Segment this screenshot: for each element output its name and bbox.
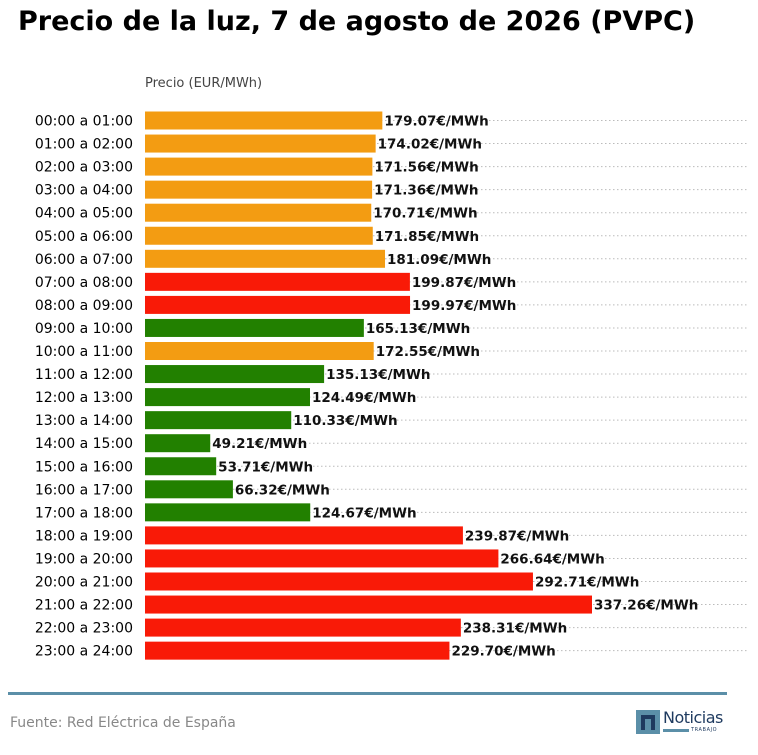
category-tick-label: 16:00 a 17:00 (35, 482, 133, 498)
footer-divider (8, 692, 727, 695)
category-tick-label: 15:00 a 16:00 (35, 459, 133, 475)
bar-value-label: 171.85€/MWh (375, 229, 479, 245)
price-bar (145, 549, 499, 568)
price-bar (145, 272, 410, 291)
bar-value-label: 174.02€/MWh (378, 137, 482, 153)
category-tick-label: 20:00 a 21:00 (35, 575, 133, 591)
category-tick-label: 17:00 a 18:00 (35, 505, 133, 521)
price-bar (145, 618, 461, 637)
category-tick-label: 02:00 a 03:00 (35, 160, 133, 176)
bar-value-label: 110.33€/MWh (293, 413, 397, 429)
price-bar (145, 572, 533, 591)
price-bar (145, 480, 233, 499)
source-note: Fuente: Red Eléctrica de España (10, 715, 236, 731)
logo-underline (663, 729, 689, 732)
bar-value-label: 229.70€/MWh (451, 644, 555, 660)
price-bar (145, 365, 325, 384)
bar-value-label: 199.87€/MWh (412, 275, 516, 291)
price-bar (145, 180, 373, 199)
bar-value-label: 172.55€/MWh (376, 344, 480, 360)
bar-value-label: 49.21€/MWh (212, 436, 307, 452)
category-tick-label: 21:00 a 22:00 (35, 598, 133, 614)
logo-mark-icon (636, 710, 660, 734)
category-tick-label: 01:00 a 02:00 (35, 137, 133, 153)
price-bar-chart: Precio (EUR/MWh) 00:00 a 01:00 179.07€/MWh… (35, 76, 748, 660)
price-bar (145, 595, 592, 614)
logo-wordmark: Noticias (663, 708, 723, 727)
category-tick-label: 18:00 a 19:00 (35, 528, 133, 544)
price-bar (145, 388, 310, 407)
bar-value-label: 124.67€/MWh (312, 505, 416, 521)
category-tick-label: 04:00 a 05:00 (35, 206, 133, 222)
price-bar (145, 342, 374, 360)
bar-value-label: 66.32€/MWh (235, 482, 330, 498)
price-bar (145, 203, 372, 222)
price-bar (145, 318, 364, 337)
price-bar (145, 526, 463, 545)
price-bar (145, 295, 411, 314)
bar-value-label: 266.64€/MWh (500, 551, 604, 567)
bar-value-label: 124.49€/MWh (312, 390, 416, 406)
bar-value-label: 179.07€/MWh (384, 114, 488, 130)
price-bar (145, 111, 383, 130)
publisher-logo: Noticias TRABAJO (636, 708, 732, 735)
category-tick-label: 11:00 a 12:00 (35, 367, 133, 383)
category-tick-label: 10:00 a 11:00 (35, 344, 133, 360)
category-tick-label: 22:00 a 23:00 (35, 621, 133, 637)
bar-value-label: 171.56€/MWh (374, 160, 478, 176)
category-tick-label: 14:00 a 15:00 (35, 436, 133, 452)
price-bar (145, 503, 311, 522)
category-tick-label: 23:00 a 24:00 (35, 644, 133, 660)
price-bar (145, 457, 217, 476)
price-bar (145, 226, 373, 245)
bar-value-label: 181.09€/MWh (387, 252, 491, 268)
logo-subword: TRABAJO (691, 727, 718, 733)
chart-title: Precio de la luz, 7 de agosto de 2026 (P… (18, 6, 696, 37)
price-bar (145, 411, 292, 430)
x-axis-label: Precio (EUR/MWh) (145, 76, 262, 91)
bar-value-label: 238.31€/MWh (463, 621, 567, 637)
price-bar (145, 249, 386, 268)
bar-value-label: 239.87€/MWh (465, 528, 569, 544)
bar-value-label: 171.36€/MWh (374, 183, 478, 199)
bar-value-label: 292.71€/MWh (535, 575, 639, 591)
category-tick-label: 19:00 a 20:00 (35, 551, 133, 567)
bar-value-label: 135.13€/MWh (326, 367, 430, 383)
category-tick-label: 12:00 a 13:00 (35, 390, 133, 406)
price-bar (145, 434, 211, 453)
category-tick-label: 09:00 a 10:00 (35, 321, 133, 337)
bar-value-label: 53.71€/MWh (218, 459, 313, 475)
price-bar (145, 157, 373, 176)
bar-value-label: 337.26€/MWh (594, 598, 698, 614)
price-bar (145, 641, 450, 660)
price-bar (145, 134, 376, 153)
category-tick-label: 13:00 a 14:00 (35, 413, 133, 429)
bar-value-label: 165.13€/MWh (366, 321, 470, 337)
category-tick-label: 07:00 a 08:00 (35, 275, 133, 291)
bar-value-label: 199.97€/MWh (412, 298, 516, 314)
category-tick-label: 05:00 a 06:00 (35, 229, 133, 245)
category-tick-label: 00:00 a 01:00 (35, 114, 133, 130)
category-tick-label: 08:00 a 09:00 (35, 298, 133, 314)
bar-value-label: 170.71€/MWh (373, 206, 477, 222)
category-tick-label: 06:00 a 07:00 (35, 252, 133, 268)
category-tick-label: 03:00 a 04:00 (35, 183, 133, 199)
